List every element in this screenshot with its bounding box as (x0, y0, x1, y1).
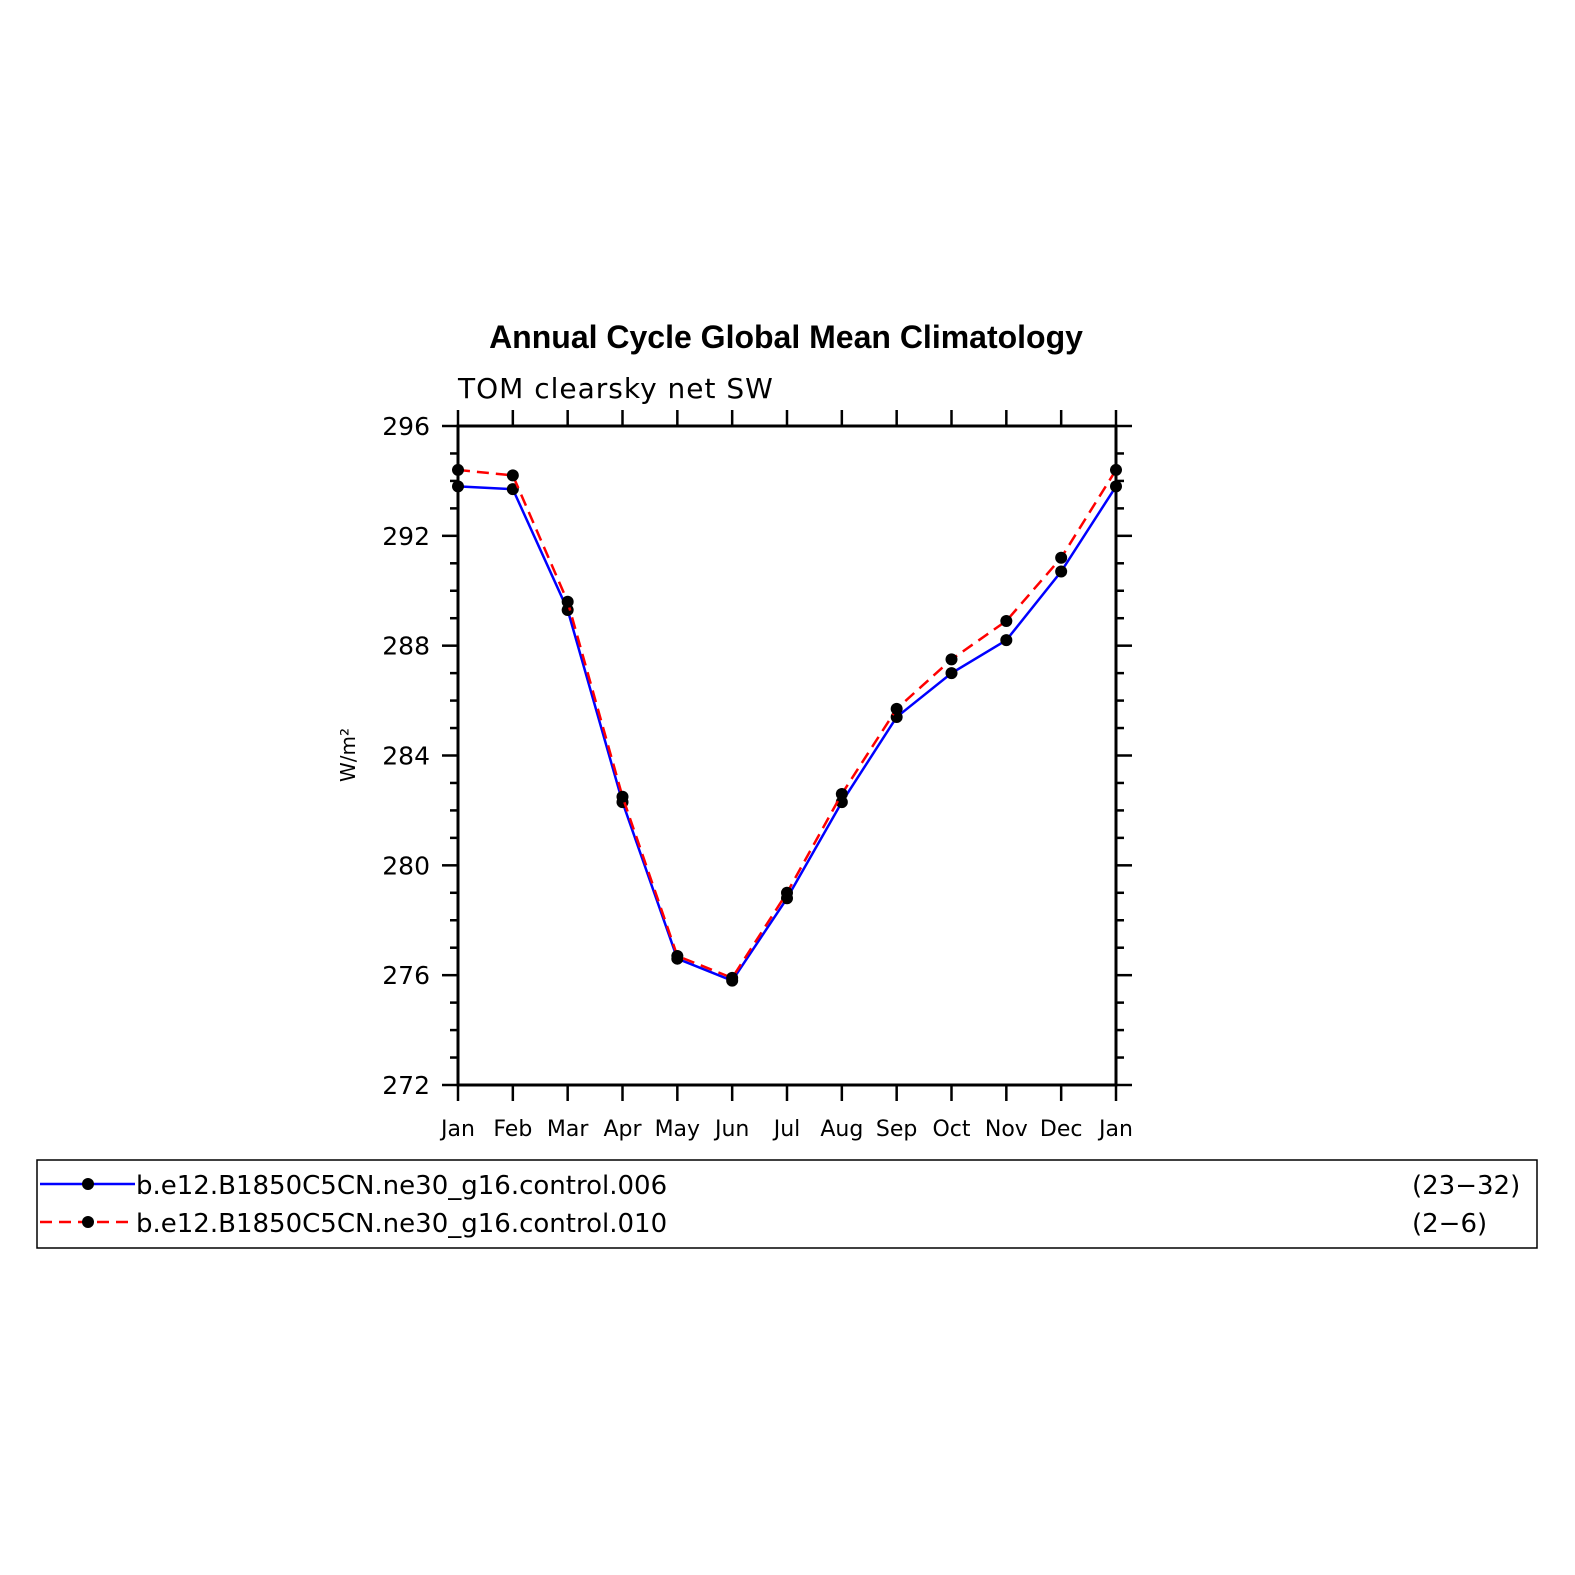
chart-title: Annual Cycle Global Mean Climatology (489, 319, 1083, 355)
legend-years: (23−32) (1412, 1171, 1520, 1201)
y-tick-label: 292 (382, 522, 430, 551)
series-layer (452, 463, 1122, 987)
x-tick-label: Dec (1040, 1117, 1083, 1142)
series-1 (452, 480, 1122, 987)
data-point (1000, 614, 1013, 627)
data-point (945, 667, 958, 680)
data-point (1055, 551, 1068, 564)
legend-marker (82, 1216, 94, 1228)
data-point (561, 595, 574, 608)
x-tick-label: Jul (772, 1117, 801, 1142)
data-point (506, 483, 519, 496)
data-point (1000, 634, 1013, 647)
data-point (1110, 463, 1122, 476)
chart-subtitle: TOM clearsky net SW (457, 372, 774, 405)
legend: b.e12.B1850C5CN.ne30_g16.control.006 (23−… (36, 1159, 1538, 1249)
data-point (781, 886, 793, 899)
data-point (835, 787, 848, 800)
legend-marker (82, 1178, 94, 1190)
axes: 272 276 280 284 288 292 296 Jan Feb Mar Apr May Jun J… (382, 410, 1133, 1142)
legend-series-name: b.e12.B1850C5CN.ne30_g16.control.010 (136, 1209, 667, 1239)
y-tick-label: 280 (382, 851, 430, 880)
y-tick-label: 296 (382, 412, 430, 441)
x-tick-label: Sep (876, 1117, 917, 1142)
y-tick-label: 288 (382, 632, 430, 661)
x-tick-label: Jun (713, 1117, 749, 1142)
data-point (561, 603, 574, 616)
y-tick-label: 272 (382, 1071, 430, 1100)
x-tick-label: Mar (547, 1117, 589, 1142)
legend-items: b.e12.B1850C5CN.ne30_g16.control.006 (23−… (40, 1171, 1520, 1239)
y-tick-label: 276 (382, 961, 430, 990)
data-point (452, 480, 464, 493)
legend-box (36, 1159, 1538, 1249)
x-tick-label: Jan (439, 1117, 475, 1142)
x-tick-label: Nov (985, 1117, 1028, 1142)
series-line (457, 485, 1118, 983)
data-point (671, 949, 684, 962)
data-point (835, 796, 848, 809)
legend-series-name: b.e12.B1850C5CN.ne30_g16.control.006 (136, 1171, 667, 1201)
x-tick-label: Oct (932, 1117, 970, 1142)
data-point (1055, 565, 1068, 578)
series-2 (452, 463, 1122, 984)
x-tick-label: Feb (493, 1117, 532, 1142)
data-point (945, 653, 958, 666)
data-point (726, 971, 739, 984)
data-point (616, 790, 629, 803)
data-point (452, 463, 464, 476)
legend-entry: b.e12.B1850C5CN.ne30_g16.control.006 (23−… (40, 1171, 1520, 1201)
x-tick-label: Aug (820, 1117, 863, 1142)
x-tick-label: May (655, 1117, 700, 1142)
legend-years: (2−6) (1412, 1209, 1487, 1239)
legend-entry: b.e12.B1850C5CN.ne30_g16.control.010 (2−6… (40, 1209, 1487, 1239)
y-axis-label: W/m² (336, 728, 360, 782)
data-point (1110, 480, 1122, 493)
x-tick-label: Apr (603, 1117, 642, 1142)
plot-frame (456, 424, 1118, 1087)
x-tick-label: Jan (1097, 1117, 1133, 1142)
data-point (506, 469, 519, 482)
y-tick-label: 284 (382, 742, 430, 771)
data-point (890, 702, 903, 715)
